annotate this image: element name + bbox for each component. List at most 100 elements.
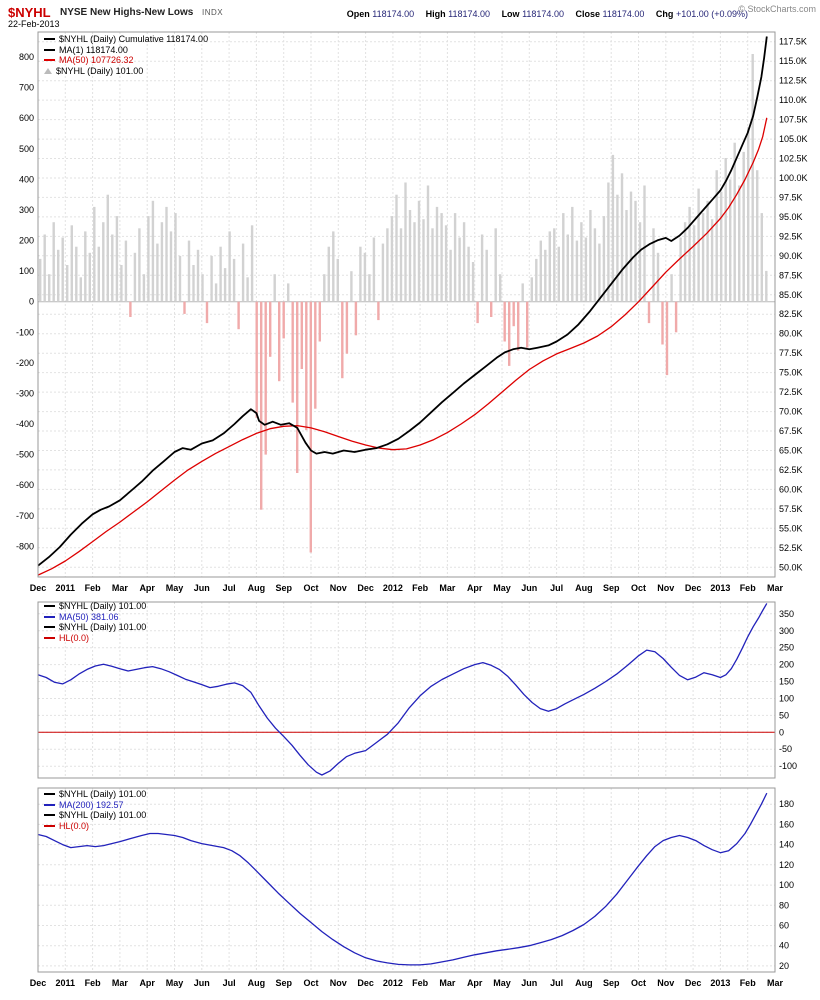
hl-zero-swatch	[44, 636, 55, 639]
legend-label: $NYHL (Daily) 101.00	[59, 810, 147, 820]
right-axis-tick-label: 117.5K	[779, 37, 807, 47]
right-axis-tick-label: 107.5K	[779, 115, 808, 125]
right-axis-tick-label: 77.5K	[779, 348, 803, 358]
ma200-swatch	[44, 803, 55, 806]
quote-open: Open 118174.00	[347, 9, 414, 19]
x-axis-label: Jul	[550, 978, 563, 988]
x-axis-label: Aug	[575, 978, 593, 988]
x-axis-label: Sep	[603, 583, 620, 593]
right-axis-tick-label: 87.5K	[779, 270, 803, 280]
right-axis-tick-label: 52.5K	[779, 543, 803, 553]
x-axis-label: Dec	[357, 978, 374, 988]
stockcharts-credit: © StockCharts.com	[738, 4, 816, 14]
x-axis-label: Mar	[439, 978, 456, 988]
x-axis-label: Jul	[223, 978, 236, 988]
left-axis-tick-label: 100	[19, 266, 34, 276]
x-axis-label: Oct	[631, 583, 646, 593]
x-axis-label: Feb	[412, 978, 429, 988]
nyhl-daily-histogram	[39, 54, 768, 553]
right-axis-tick-label: 80	[779, 900, 789, 910]
quote-high: High 118174.00	[426, 9, 490, 19]
right-axis-tick-label: 105.0K	[779, 134, 808, 144]
left-axis-tick-label: 500	[19, 144, 34, 154]
legend-item: $NYHL (Daily) 101.00	[44, 810, 146, 821]
x-axis-label: Aug	[248, 978, 266, 988]
x-axis-label: Apr	[467, 978, 483, 988]
right-axis-tick-label: 110.0K	[779, 95, 807, 105]
x-axis-label: Dec	[30, 583, 47, 593]
right-axis-tick-label: 70.0K	[779, 407, 803, 417]
x-axis-label: 2013	[710, 583, 730, 593]
right-axis-tick-label: -50	[779, 744, 792, 754]
exchange-tag: INDX	[202, 8, 224, 17]
ma200-panel-gridlines	[38, 788, 775, 972]
legend-item: MA(50) 381.06	[44, 612, 146, 623]
legend-label: $NYHL (Daily) 101.00	[59, 789, 147, 799]
left-axis-tick-label: -700	[16, 511, 34, 521]
left-axis-tick-label: -100	[16, 327, 34, 337]
right-axis-tick-label: 95.0K	[779, 212, 803, 222]
left-axis-tick-label: 700	[19, 83, 34, 93]
x-axis-label: Dec	[30, 978, 47, 988]
left-axis-tick-label: 300	[19, 205, 34, 215]
right-axis-tick-label: 115.0K	[779, 56, 807, 66]
x-axis-label: 2012	[383, 978, 403, 988]
x-axis-label: Nov	[330, 583, 347, 593]
quote-chg-label: Chg	[655, 9, 674, 19]
x-axis-label: Mar	[439, 583, 456, 593]
right-axis-tick-label: 100.0K	[779, 173, 808, 183]
x-axis-label: Feb	[412, 583, 429, 593]
right-axis-tick-label: 62.5K	[779, 465, 803, 475]
quote-close-value: 118174.00	[602, 9, 645, 19]
ma50-chart-legend: $NYHL (Daily) 101.00 MA(50) 381.06 $NYHL…	[44, 601, 146, 643]
left-axis-tick-label: 800	[19, 52, 34, 62]
left-axis-tick-label: 0	[29, 297, 34, 307]
legend-label: $NYHL (Daily) 101.00	[59, 622, 147, 632]
main-panel-axis-labels: 117.5K 115.0K 112.5K 110.0K 107.5K 105.0K 102.…	[16, 37, 808, 593]
legend-label: $NYHL (Daily) Cumulative 118174.00	[59, 34, 209, 44]
chart-date: 22-Feb-2013	[8, 19, 60, 29]
quote-close: Close 118174.00	[575, 9, 644, 19]
legend-item: HL(0.0)	[44, 821, 146, 832]
left-axis-tick-label: -600	[16, 480, 34, 490]
right-axis-tick-label: 40	[779, 941, 789, 951]
left-axis-tick-label: 200	[19, 236, 34, 246]
ma200-daily-line	[37, 792, 768, 966]
left-axis-tick-label: -400	[16, 419, 34, 429]
x-axis-label: Jun	[521, 583, 537, 593]
x-axis-label: 2013	[710, 978, 730, 988]
x-axis-label: Mar	[112, 583, 129, 593]
x-axis-label: 2012	[383, 583, 403, 593]
legend-item: $NYHL (Daily) 101.00	[44, 601, 146, 612]
quote-low-value: 118174.00	[522, 9, 564, 19]
right-axis-tick-label: 72.5K	[779, 387, 803, 397]
ma50-cumulative-line	[37, 117, 768, 576]
legend-item: $NYHL (Daily) Cumulative 118174.00	[44, 34, 208, 45]
x-axis-label: Oct	[303, 583, 318, 593]
legend-item: MA(50) 107726.32	[44, 55, 208, 66]
ma50-swatch	[44, 615, 55, 618]
right-axis-tick-label: 85.0K	[779, 290, 803, 300]
legend-label: $NYHL (Daily) 101.00	[56, 65, 144, 76]
x-axis-label: Sep	[275, 583, 292, 593]
right-axis-tick-label: 200	[779, 660, 794, 670]
quote-high-value: 118174.00	[448, 9, 491, 19]
ma50-daily-line	[37, 603, 768, 776]
x-axis-label: Nov	[657, 583, 674, 593]
right-axis-tick-label: 55.0K	[779, 523, 803, 533]
legend-item: MA(200) 192.57	[44, 800, 146, 811]
main-panel-border	[37, 31, 776, 578]
right-axis-tick-label: 97.5K	[779, 192, 803, 202]
x-axis-label: Nov	[330, 978, 347, 988]
x-axis-label: Dec	[685, 583, 702, 593]
legend-item: $NYHL (Daily) 101.00	[44, 622, 146, 633]
x-axis-label: Oct	[303, 978, 318, 988]
right-axis-tick-label: 75.0K	[779, 368, 803, 378]
right-axis-tick-label: 120	[779, 860, 794, 870]
main-chart-legend: $NYHL (Daily) Cumulative 118174.00 MA(1)…	[44, 34, 208, 76]
main-panel-series	[37, 36, 768, 576]
x-axis-label: Jun	[194, 978, 210, 988]
legend-item: MA(1) 118174.00	[44, 45, 208, 56]
